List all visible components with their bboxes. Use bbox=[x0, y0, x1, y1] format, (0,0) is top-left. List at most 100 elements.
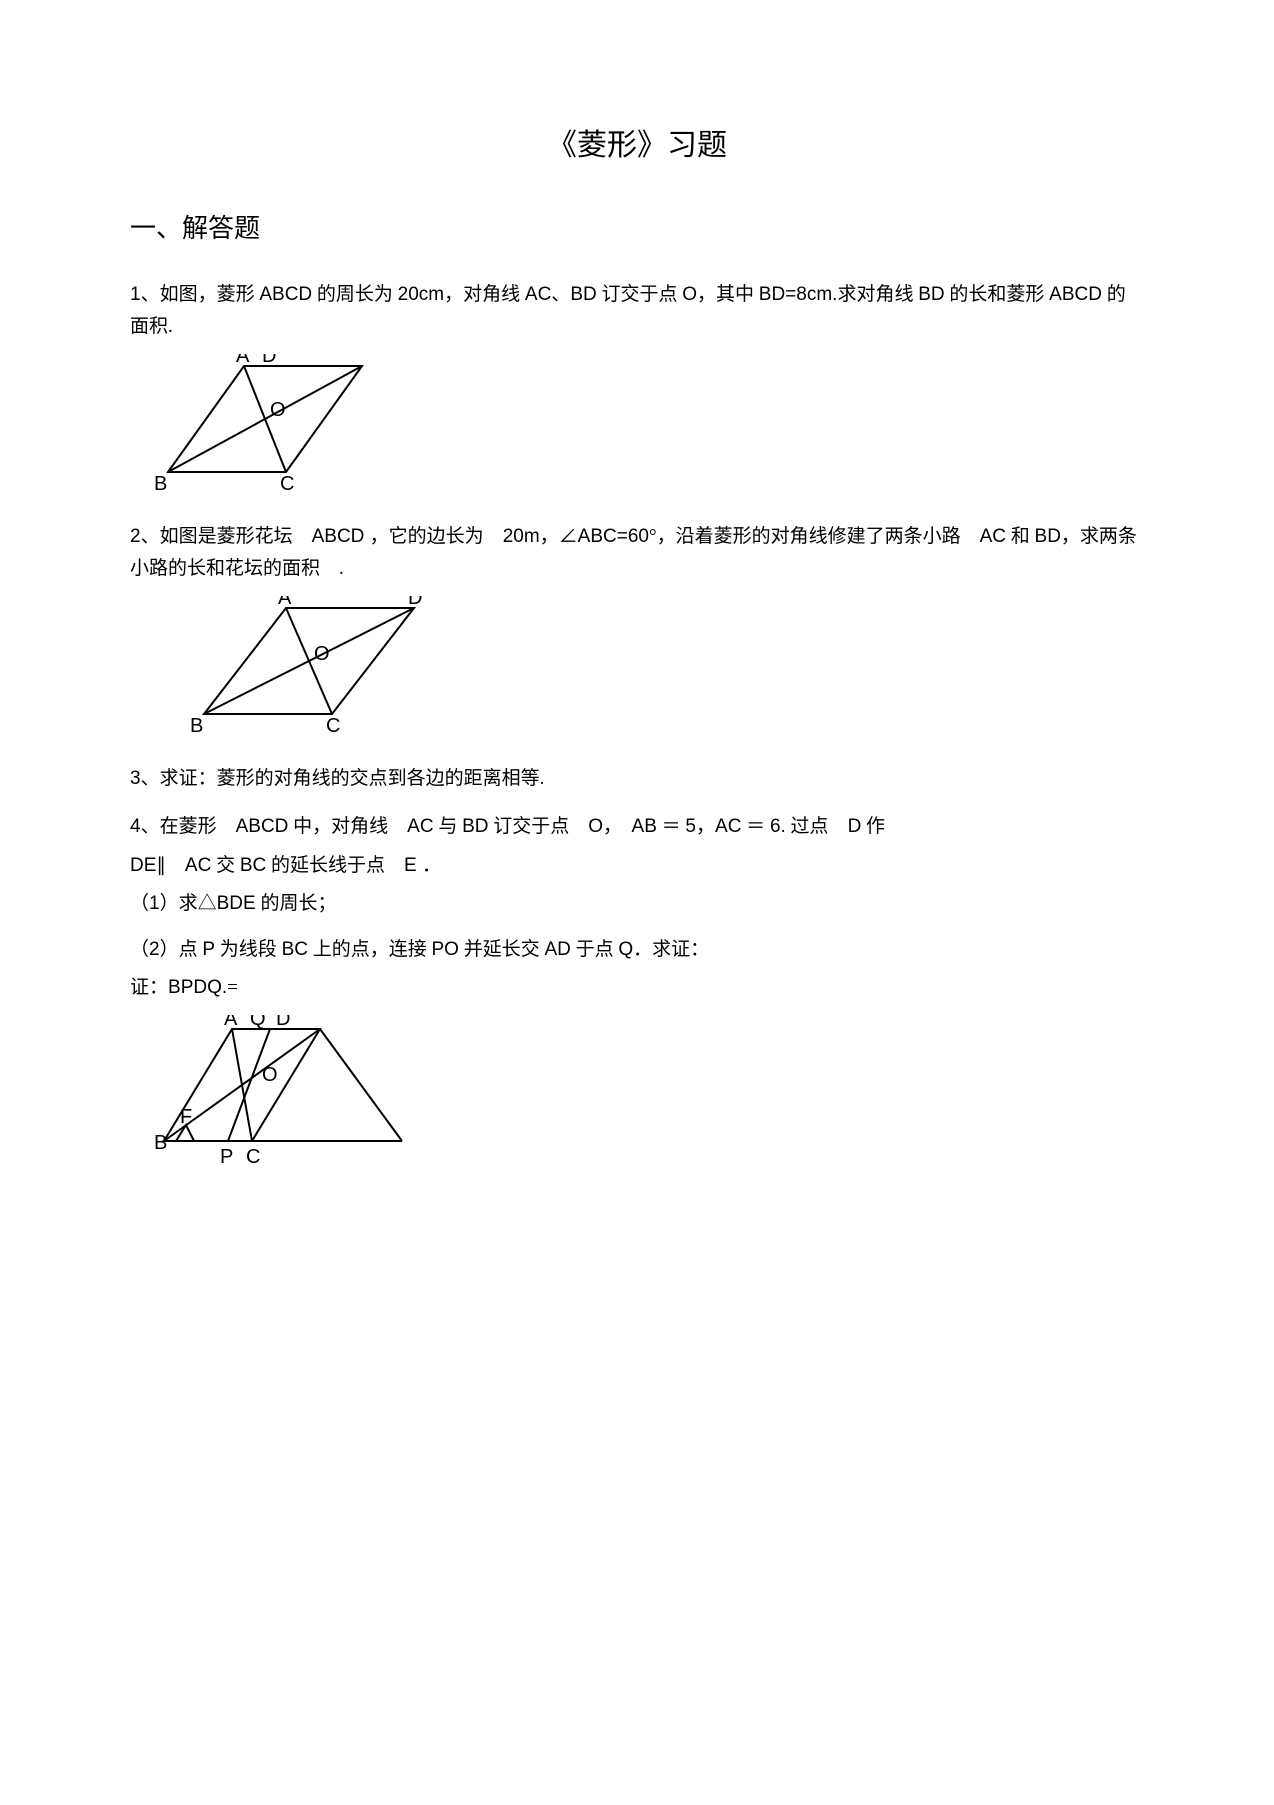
problem-4-sub2: （2）点 P 为线段 BC 上的点，连接 PO 并延长交 AD 于点 Q．求证： bbox=[130, 934, 1144, 966]
text: ABCD bbox=[259, 284, 312, 305]
text: 交 bbox=[211, 855, 240, 876]
diagram-3: A Q D B F P C O bbox=[154, 1015, 1144, 1196]
text: ABC=60 bbox=[578, 526, 649, 547]
text: DE bbox=[130, 855, 156, 876]
text: 过点 bbox=[786, 816, 848, 837]
diagram-1: A D B C O bbox=[154, 354, 1144, 505]
problem-2-text: 2、如图是菱形花坛 ABCD ，它的边长为 20m，∠ABC=60°，沿着菱形的… bbox=[130, 521, 1144, 586]
vertex-label: Q bbox=[250, 1015, 266, 1030]
text: 订交于点 bbox=[488, 816, 588, 837]
text: 的周长为 bbox=[312, 284, 398, 305]
text: BD bbox=[570, 284, 596, 305]
problem-4-num: 4 bbox=[130, 816, 141, 837]
text: O bbox=[682, 284, 697, 305]
problem-3-text: 3、求证：菱形的对角线的交点到各边的距离相等. bbox=[130, 763, 1144, 795]
vertex-label: D bbox=[262, 354, 276, 367]
text: PO bbox=[431, 939, 458, 960]
vertex-label: O bbox=[262, 1064, 278, 1086]
text: ， bbox=[696, 816, 715, 837]
vertex-label: O bbox=[314, 643, 330, 665]
text: 5 bbox=[685, 816, 696, 837]
text: AC bbox=[715, 816, 741, 837]
text: ° bbox=[649, 526, 657, 547]
text: ＝ bbox=[657, 816, 686, 837]
vertex-label: O bbox=[270, 399, 286, 421]
text: ∥ bbox=[156, 855, 185, 876]
text: ＝ bbox=[741, 816, 770, 837]
vertex-label: D bbox=[276, 1015, 290, 1030]
problem-4-text: 4、在菱形 ABCD 中，对角线 AC 与 BD 订交于点 O， AB ＝ 5，… bbox=[130, 811, 1144, 843]
problem-4: 4、在菱形 ABCD 中，对角线 AC 与 BD 订交于点 O， AB ＝ 5，… bbox=[130, 811, 1144, 1196]
text: BC bbox=[282, 939, 308, 960]
text: 6. bbox=[770, 816, 786, 837]
problem-3-num: 3 bbox=[130, 768, 141, 789]
text: ，∠ bbox=[540, 526, 578, 547]
text: 20m bbox=[503, 526, 540, 547]
text: BC bbox=[240, 855, 266, 876]
text: 的延长线于点 bbox=[266, 855, 404, 876]
text: ， bbox=[603, 816, 632, 837]
text: AB bbox=[632, 816, 657, 837]
problem-2: 2、如图是菱形花坛 ABCD ，它的边长为 20m，∠ABC=60°，沿着菱形的… bbox=[130, 521, 1144, 747]
text: 于点 bbox=[571, 939, 619, 960]
text: 2 bbox=[149, 939, 160, 960]
text: BD bbox=[462, 816, 488, 837]
section-heading: 一、解答题 bbox=[130, 207, 1144, 251]
vertex-label: B bbox=[190, 715, 203, 736]
text: Q bbox=[618, 939, 633, 960]
text: 20cm bbox=[398, 284, 444, 305]
text: ABCD bbox=[236, 816, 289, 837]
problem-4-sub2b: 证：BPDQ.= bbox=[130, 972, 1144, 1004]
text: 上的点，连接 bbox=[308, 939, 432, 960]
text: 、在菱形 bbox=[141, 816, 236, 837]
vertex-label: B bbox=[154, 1132, 167, 1154]
text: BD bbox=[1035, 526, 1061, 547]
vertex-label: B bbox=[154, 473, 167, 494]
text: E bbox=[404, 855, 422, 876]
text: ，它的边长为 bbox=[370, 526, 503, 547]
text: BD bbox=[918, 284, 944, 305]
text: （ bbox=[130, 893, 149, 914]
text: 和 bbox=[1006, 526, 1035, 547]
text: AC bbox=[525, 284, 551, 305]
text: AC bbox=[185, 855, 211, 876]
problem-1-text: 1、如图，菱形 ABCD 的周长为 20cm，对角线 AC、BD 订交于点 O，… bbox=[130, 279, 1144, 344]
text: ，对角线 bbox=[444, 284, 525, 305]
problem-4-text-2: DE∥ AC 交 BC 的延长线于点 E ． bbox=[130, 850, 1144, 882]
text: ABCD bbox=[312, 526, 370, 547]
rhombus-diagram-icon: A D B C O bbox=[190, 596, 450, 736]
text: 、如图是菱形花坛 bbox=[141, 526, 312, 547]
rhombus-diagram-icon: A D B C O bbox=[154, 354, 384, 494]
text: ABCD bbox=[1049, 284, 1102, 305]
text: D bbox=[848, 816, 862, 837]
vertex-label: A bbox=[236, 354, 250, 367]
text: ）点 bbox=[160, 939, 203, 960]
problem-3: 3、求证：菱形的对角线的交点到各边的距离相等. bbox=[130, 763, 1144, 795]
text: 、如图，菱形 bbox=[141, 284, 260, 305]
text: ）求△ bbox=[160, 893, 217, 914]
text: AD bbox=[544, 939, 570, 960]
text: = bbox=[227, 977, 238, 998]
text: O bbox=[588, 816, 603, 837]
text: BPDQ. bbox=[168, 977, 227, 998]
vertex-label: A bbox=[278, 596, 292, 609]
text: 、求证：菱形的对角线的交点到各边的距离相等. bbox=[141, 768, 545, 789]
text: 的周长； bbox=[256, 893, 337, 914]
text: ．求证： bbox=[633, 939, 709, 960]
diagram-2: A D B C O bbox=[190, 596, 1144, 747]
text: 的长和菱形 bbox=[945, 284, 1050, 305]
text: 求对角线 bbox=[837, 284, 918, 305]
text: 作 bbox=[861, 816, 885, 837]
text: AC bbox=[980, 526, 1006, 547]
text: 、 bbox=[551, 284, 570, 305]
vertex-label: D bbox=[408, 596, 422, 609]
problem-1: 1、如图，菱形 ABCD 的周长为 20cm，对角线 AC、BD 订交于点 O，… bbox=[130, 279, 1144, 505]
vertex-label: P bbox=[220, 1146, 233, 1168]
problem-1-num: 1 bbox=[130, 284, 141, 305]
vertex-label: C bbox=[280, 473, 294, 494]
vertex-label: A bbox=[224, 1015, 238, 1030]
text: ． bbox=[422, 855, 441, 876]
text: BDE bbox=[217, 893, 256, 914]
text: 订交于点 bbox=[597, 284, 683, 305]
text: P bbox=[202, 939, 215, 960]
